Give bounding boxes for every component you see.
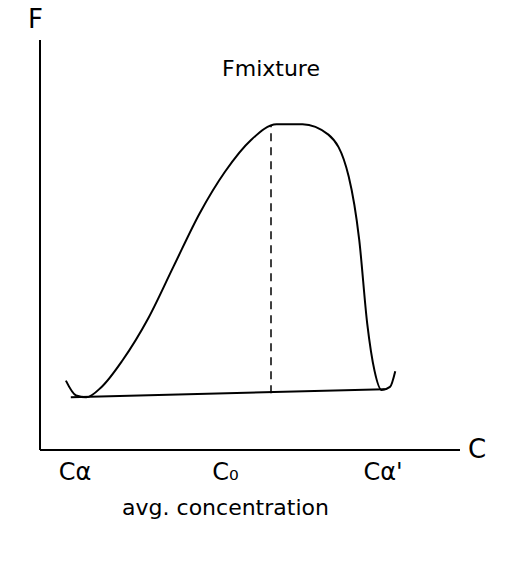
svg-text:Cα': Cα' bbox=[363, 458, 402, 486]
svg-text:Fmixture: Fmixture bbox=[222, 56, 320, 81]
svg-text:Cα: Cα bbox=[59, 458, 92, 486]
svg-text:avg. concentration: avg. concentration bbox=[122, 495, 329, 520]
html-text:F: F bbox=[28, 4, 43, 34]
html-text:C: C bbox=[468, 434, 487, 464]
svg-text:C₀: C₀ bbox=[212, 458, 238, 486]
